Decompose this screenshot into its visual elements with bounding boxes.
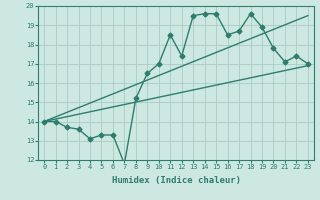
- X-axis label: Humidex (Indice chaleur): Humidex (Indice chaleur): [111, 176, 241, 185]
